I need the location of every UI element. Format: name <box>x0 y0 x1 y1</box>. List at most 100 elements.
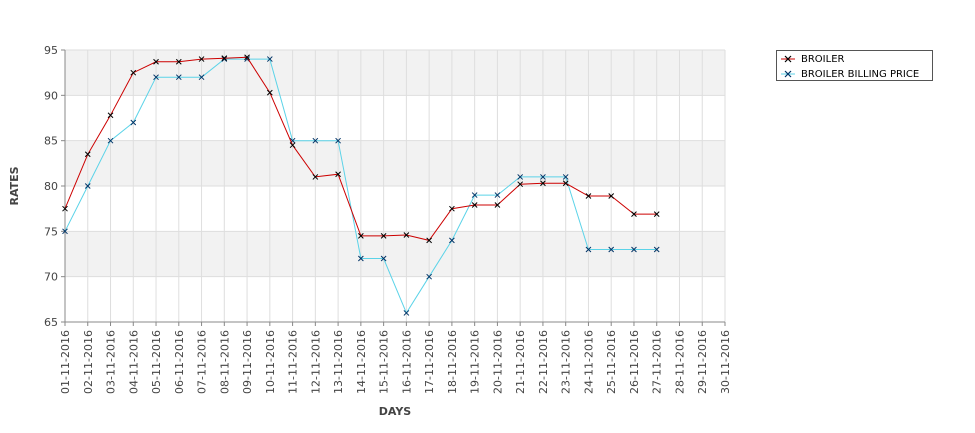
plot-band <box>65 186 725 232</box>
x-tick-label: 20-11-2016 <box>491 330 504 394</box>
x-tick-label: 13-11-2016 <box>332 330 345 394</box>
plot-band <box>65 231 725 277</box>
legend-label-broiler: BROILER <box>801 53 845 65</box>
data-point-marker <box>221 56 228 62</box>
x-tick-label: 26-11-2016 <box>628 330 641 394</box>
data-point-marker <box>631 211 637 217</box>
data-point-marker <box>608 193 615 199</box>
x-tick-label: 28-11-2016 <box>673 330 686 394</box>
data-point-marker <box>585 246 592 253</box>
data-point-marker <box>335 171 341 178</box>
x-tick-label: 05-11-2016 <box>150 330 163 394</box>
x-tick-label: 03-11-2016 <box>105 330 118 394</box>
data-point-marker <box>653 246 660 253</box>
x-tick-label: 09-11-2016 <box>241 330 254 394</box>
plot-band <box>65 140 725 186</box>
x-tick-label: 21-11-2016 <box>514 330 527 394</box>
data-point-marker <box>107 137 114 144</box>
data-point-marker <box>471 192 478 198</box>
x-tick-label: 11-11-2016 <box>287 330 300 394</box>
x-tick-label: 17-11-2016 <box>423 330 436 394</box>
data-point-marker <box>198 74 205 81</box>
x-tick-label: 30-11-2016 <box>719 330 732 394</box>
y-tick-label: 85 <box>44 135 58 148</box>
x-tick-label: 07-11-2016 <box>196 330 209 394</box>
data-point-marker <box>358 255 364 262</box>
plot-band <box>65 50 725 96</box>
data-point-marker <box>312 137 319 144</box>
y-tick-label: 75 <box>44 225 58 238</box>
data-point-marker <box>449 205 455 212</box>
data-point-marker <box>426 237 432 244</box>
x-tick-label: 29-11-2016 <box>696 330 709 394</box>
plot-band <box>65 276 725 322</box>
data-point-marker <box>585 193 592 199</box>
data-point-marker <box>130 119 137 126</box>
data-point-marker <box>540 180 546 187</box>
data-point-marker <box>175 58 182 65</box>
y-tick-label: 95 <box>44 44 58 57</box>
y-tick-label: 80 <box>44 180 58 193</box>
data-point-marker <box>608 246 615 253</box>
data-point-marker <box>335 137 341 144</box>
data-point-marker <box>358 233 364 239</box>
x-tick-label: 12-11-2016 <box>309 330 322 394</box>
legend-label-broiler-billing-price: BROILER BILLING PRICE <box>801 68 920 80</box>
data-point-marker <box>540 174 546 180</box>
x-tick-label: 18-11-2016 <box>446 330 459 394</box>
legend: BROILER BROILER BILLING PRICE <box>776 50 933 81</box>
data-point-marker <box>312 174 319 180</box>
data-point-marker <box>494 202 501 208</box>
x-axis-title: DAYS <box>379 405 412 418</box>
y-tick-label: 70 <box>44 271 58 284</box>
data-point-marker <box>198 56 205 62</box>
data-point-marker <box>84 151 91 158</box>
x-tick-label: 19-11-2016 <box>469 330 482 394</box>
x-tick-label: 02-11-2016 <box>82 330 95 394</box>
data-point-marker <box>517 174 524 180</box>
data-point-marker <box>84 183 91 189</box>
x-tick-label: 14-11-2016 <box>355 330 368 394</box>
data-point-marker <box>403 232 410 238</box>
data-point-marker <box>221 55 228 62</box>
x-tick-label: 10-11-2016 <box>264 330 277 394</box>
data-point-marker <box>471 202 478 208</box>
y-axis-title: RATES <box>8 166 21 205</box>
data-point-marker <box>266 89 273 96</box>
x-tick-label: 15-11-2016 <box>378 330 391 394</box>
data-point-marker <box>380 233 387 239</box>
data-point-marker <box>426 273 432 280</box>
data-point-marker <box>244 54 250 61</box>
legend-item-broiler-billing-price: BROILER BILLING PRICE <box>781 67 919 81</box>
data-point-marker <box>449 237 455 244</box>
x-tick-label: 08-11-2016 <box>218 330 231 394</box>
x-tick-label: 16-11-2016 <box>400 330 413 394</box>
x-tick-label: 23-11-2016 <box>560 330 573 394</box>
x-tick-label: 25-11-2016 <box>605 330 618 394</box>
data-point-marker <box>153 74 159 81</box>
data-point-marker <box>62 205 68 212</box>
x-tick-label: 24-11-2016 <box>582 330 595 394</box>
y-tick-label: 90 <box>44 89 58 102</box>
x-tick-label: 06-11-2016 <box>173 330 186 394</box>
data-point-marker <box>380 255 387 262</box>
data-point-marker <box>494 192 501 198</box>
data-point-marker <box>562 180 569 187</box>
data-point-marker <box>62 228 68 235</box>
data-point-marker <box>266 56 273 62</box>
billing-price-swatch-icon <box>781 70 795 78</box>
data-point-marker <box>403 310 410 316</box>
data-point-marker <box>562 174 569 180</box>
data-point-marker <box>631 246 637 253</box>
x-tick-label: 22-11-2016 <box>537 330 550 394</box>
data-point-marker <box>517 181 524 188</box>
data-point-marker <box>107 112 114 119</box>
legend-item-broiler: BROILER <box>781 52 844 66</box>
y-tick-label: 65 <box>44 316 58 329</box>
data-point-marker <box>653 211 660 217</box>
data-point-marker <box>289 142 296 149</box>
broiler-swatch-icon <box>781 55 795 63</box>
plot-band <box>65 95 725 141</box>
